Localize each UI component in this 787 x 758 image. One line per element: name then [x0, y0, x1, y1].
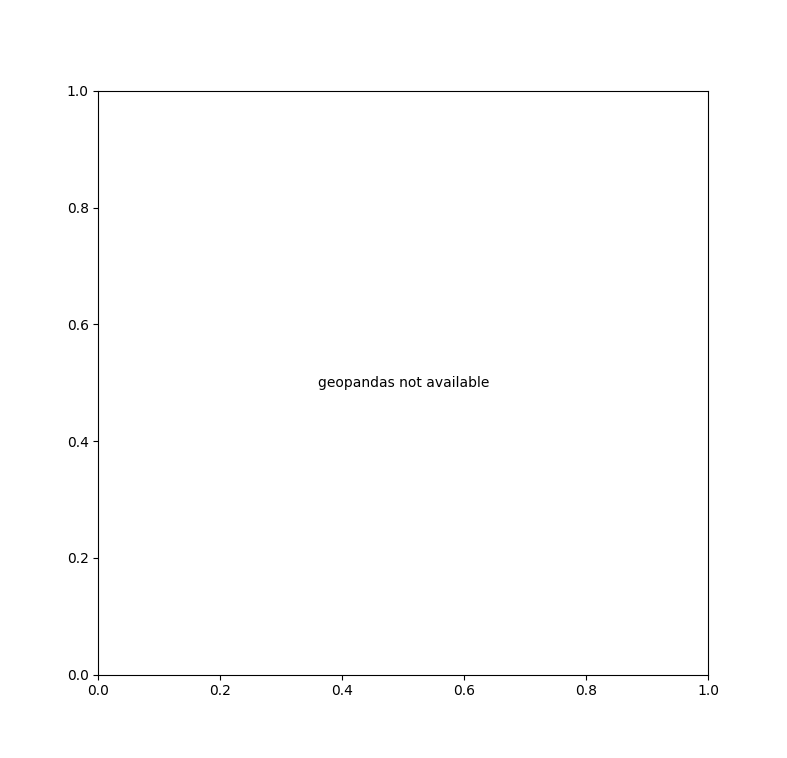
Text: geopandas not available: geopandas not available [318, 376, 489, 390]
